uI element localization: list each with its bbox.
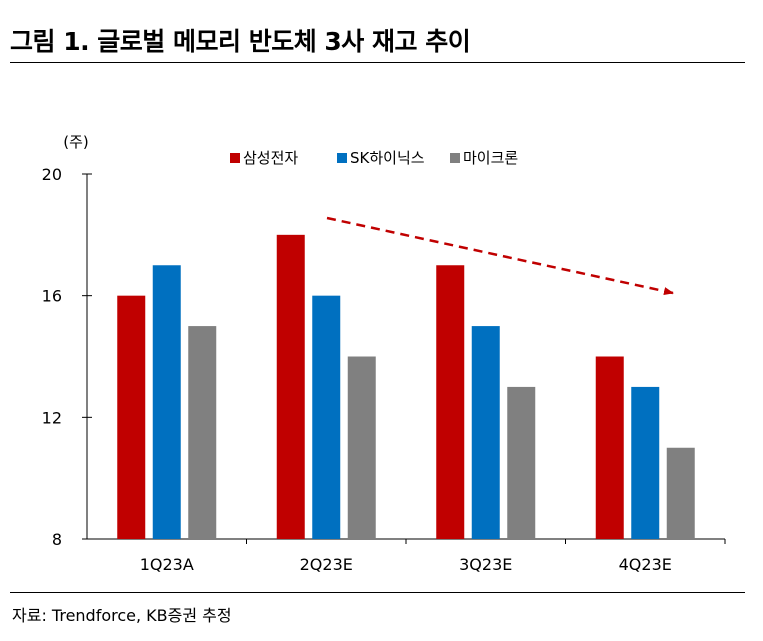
bar-3Q23E-1 (471, 326, 500, 539)
legend-label: 마이크론 (463, 149, 518, 167)
bar-3Q23E-2 (507, 386, 536, 539)
x-tick-label: 3Q23E (459, 555, 512, 574)
bar-4Q23E-2 (666, 447, 695, 539)
bar-1Q23A-0 (117, 295, 146, 539)
legend-swatch (450, 153, 460, 163)
x-tick-label: 1Q23A (140, 555, 194, 574)
bottom-divider (10, 592, 745, 593)
y-tick-label: 20 (42, 165, 62, 184)
y-tick-label: 8 (52, 530, 62, 549)
x-tick-label: 2Q23E (300, 555, 353, 574)
y-tick-label: 12 (42, 408, 62, 427)
trend-arrow (326, 216, 674, 296)
bar-1Q23A-2 (188, 326, 217, 539)
bar-2Q23E-2 (347, 356, 376, 539)
y-axis-unit: (주) (63, 133, 89, 151)
bar-1Q23A-1 (152, 265, 181, 539)
x-tick-label: 4Q23E (619, 555, 672, 574)
bar-3Q23E-0 (436, 265, 465, 539)
figure-title: 그림 1. 글로벌 메모리 반도체 3사 재고 추이 (10, 27, 471, 56)
bar-2Q23E-0 (276, 234, 305, 540)
top-divider (10, 62, 745, 63)
bar-4Q23E-1 (631, 386, 660, 539)
bar-2Q23E-1 (312, 295, 341, 539)
y-tick-label: 16 (42, 287, 62, 306)
legend-label: 삼성전자 (243, 149, 298, 167)
bar-4Q23E-0 (595, 356, 624, 539)
legend-swatch (337, 153, 347, 163)
legend-swatch (230, 153, 240, 163)
source-note: 자료: Trendforce, KB증권 추정 (12, 606, 232, 625)
legend-label: SK하이닉스 (350, 149, 425, 167)
